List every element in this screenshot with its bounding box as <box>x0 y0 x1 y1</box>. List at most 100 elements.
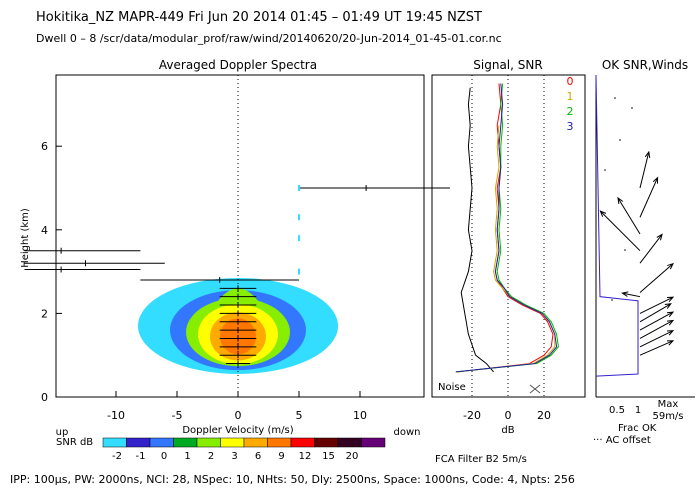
spectra-ytick-label-2: 4 <box>41 224 48 237</box>
ac-offset-dot-0 <box>614 97 616 99</box>
colorbar-tick-9: 15 <box>322 451 335 462</box>
spectra-ytick-label-3: 6 <box>41 140 48 153</box>
spectra-ytick-label-1: 2 <box>41 307 48 320</box>
wind-arrowhead-0 <box>666 340 675 346</box>
wind-arrowhead-8 <box>656 233 663 241</box>
colorbar-swatch-7 <box>267 437 292 448</box>
wind-arrowhead-11 <box>652 176 659 184</box>
wind-arrow-12 <box>639 151 650 189</box>
snr-legend-2: 2 <box>567 105 574 118</box>
frac-ok-label: Frac OK <box>618 423 657 434</box>
header-file-path: Dwell 0 – 8 /scr/data/modular_prof/raw/w… <box>36 32 502 45</box>
max-label: Max <box>658 399 679 410</box>
colorbar-tick-8: 12 <box>299 451 312 462</box>
signal-xtick-label-2: 20 <box>537 409 551 422</box>
wind-arrowhead-6 <box>621 291 629 297</box>
footer-parameters: IPP: 100µs, PW: 2000ns, NCI: 28, NSpec: … <box>10 473 575 486</box>
colorbar-tick-0: -2 <box>112 451 122 462</box>
wind-arrow-5 <box>639 296 674 314</box>
wind-arrow-3 <box>639 311 674 331</box>
colorbar-tick-1: -1 <box>136 451 146 462</box>
wind-arrowhead-9 <box>599 210 607 217</box>
snr-line-2 <box>455 83 559 373</box>
ok-snr-winds-panel: OK SNR,Winds 0.5 1 Frac OK··· AC offset Max5… <box>435 58 695 465</box>
winds-title: OK SNR,Winds <box>602 58 688 72</box>
signal-title: Signal, SNR <box>473 58 542 72</box>
colorbar-swatch-4 <box>196 437 221 448</box>
colorbar-swatch-6 <box>243 437 268 448</box>
spectra-xtick-label-4: 10 <box>353 409 367 422</box>
winds-xtick-label-1: 1 <box>635 405 641 416</box>
colorbar-swatch-10 <box>337 437 362 448</box>
snr-colorbar: SNR dB-2 -1 0 1 2 3 6 9 12 15 20 <box>56 437 386 462</box>
colorbar-swatch-2 <box>149 437 174 448</box>
spectra-frame <box>55 74 425 398</box>
colorbar-swatch-0 <box>102 437 127 448</box>
colorbar-tick-3: 1 <box>184 451 190 462</box>
header-title: Hokitika_NZ MAPR-449 Fri Jun 20 2014 01:… <box>36 10 482 25</box>
spectra-down-label: down <box>394 427 421 438</box>
wind-arrow-10 <box>617 197 641 235</box>
ac-offset-dot-1 <box>631 107 633 109</box>
frac-ok-line <box>595 75 639 377</box>
signal-xtick-label-0: -20 <box>463 409 481 422</box>
wind-arrow-7 <box>639 263 674 293</box>
doppler-spectra-panel: Averaged Doppler Spectra -10 -5 0 5 10 0 2 4 6 Hei… <box>20 58 450 438</box>
spectra-xtick-label-1: -5 <box>172 409 183 422</box>
signal-line <box>460 87 494 373</box>
max-value: 59m/s <box>652 411 683 422</box>
snr-line-1 <box>457 125 556 373</box>
snr-legend-1: 1 <box>567 90 574 103</box>
colorbar-swatch-9 <box>314 437 339 448</box>
wind-arrow-11 <box>639 177 659 218</box>
colorbar-tick-4: 2 <box>208 451 214 462</box>
spectra-xlabel: Doppler Velocity (m/s) <box>182 425 293 436</box>
colorbar-label: SNR dB <box>56 437 93 448</box>
wind-arrowhead-5 <box>666 296 675 303</box>
wind-arrow-9 <box>600 210 641 252</box>
colorbar-tick-6: 6 <box>255 451 261 462</box>
wind-arrowhead-7 <box>667 262 674 270</box>
wind-arrowhead-1 <box>666 330 675 336</box>
snr-legend-3: 3 <box>567 120 574 133</box>
noise-label: Noise <box>438 382 466 393</box>
ac-offset-dot-2 <box>619 139 621 141</box>
signal-snr-panel: Signal, SNR -20 0 20 dB Noise 0 1 2 3 <box>431 58 586 436</box>
colorbar-swatch-1 <box>126 437 151 448</box>
snr-legend-0: 0 <box>567 75 574 88</box>
colorbar-swatch-8 <box>290 437 315 448</box>
colorbar-tick-7: 9 <box>278 451 284 462</box>
colorbar-swatch-11 <box>361 437 386 448</box>
colorbar-tick-2: 0 <box>161 451 167 462</box>
spectra-xtick-label-0: -10 <box>107 409 125 422</box>
wind-arrow-4 <box>639 303 672 323</box>
wind-arrow-6 <box>622 292 641 298</box>
fca-filter-label: FCA Filter B2 5m/s <box>435 454 527 465</box>
colorbar-swatch-5 <box>220 437 245 448</box>
noise-marker <box>529 384 541 394</box>
spectra-title: Averaged Doppler Spectra <box>159 58 317 72</box>
colorbar-swatch-3 <box>173 437 198 448</box>
colorbar-tick-10: 20 <box>346 451 359 462</box>
snr-line-3 <box>455 83 558 373</box>
spectra-up-label: up <box>56 427 69 438</box>
wind-arrowhead-4 <box>664 303 672 309</box>
signal-xlabel: dB <box>501 425 514 436</box>
wind-arrowhead-2 <box>666 319 675 326</box>
spectra-xtick-label-3: 5 <box>296 409 303 422</box>
ac-offset-label: ··· AC offset <box>593 435 651 446</box>
spectra-ytick-label-0: 0 <box>41 391 48 404</box>
wind-arrow-1 <box>639 330 674 348</box>
winds-xtick-label-0: 0.5 <box>609 405 625 416</box>
ac-offset-dot-4 <box>624 249 626 251</box>
wind-arrowhead-3 <box>666 311 675 318</box>
wind-arrow-8 <box>639 234 663 264</box>
signal-xtick-label-1: 0 <box>505 409 512 422</box>
wind-arrowhead-10 <box>617 196 624 204</box>
spectra-ylabel: Height (km) <box>20 208 31 268</box>
ac-offset-dot-5 <box>611 299 613 301</box>
wind-arrow-0 <box>639 340 674 356</box>
wind-arrow-2 <box>639 320 674 339</box>
colorbar-tick-5: 3 <box>231 451 237 462</box>
